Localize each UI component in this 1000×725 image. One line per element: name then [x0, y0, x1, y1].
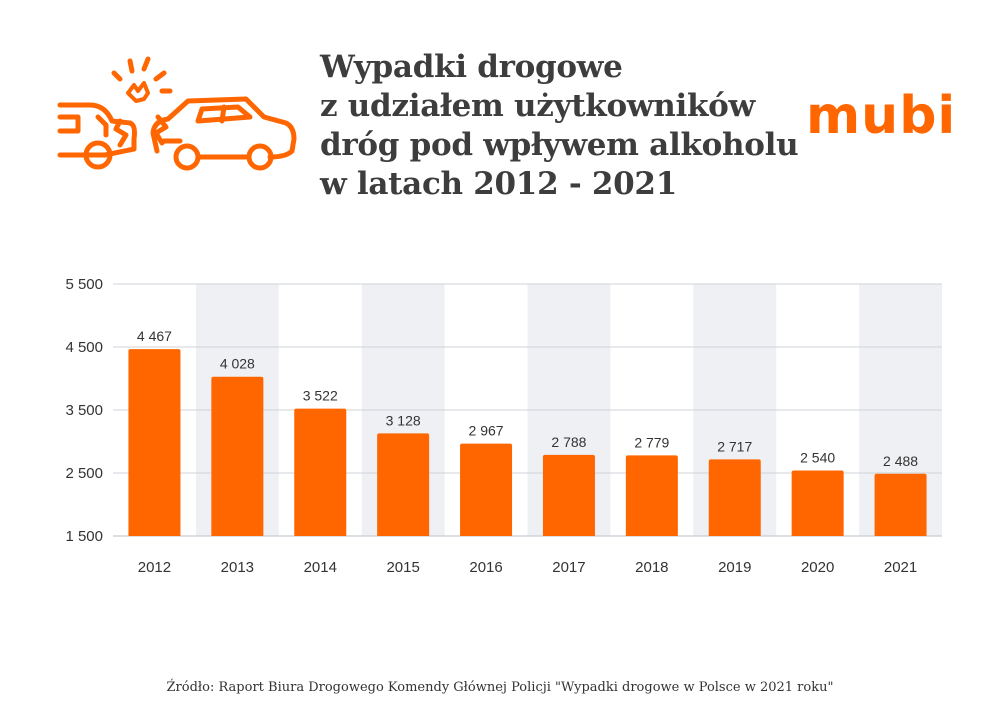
value-label: 2 488	[883, 453, 918, 469]
value-labels: 4 467 4 028 3 522 3 128 2 967 2 788 2 779 2 717…	[137, 328, 918, 469]
value-label: 4 028	[220, 356, 255, 372]
chart-bars	[128, 349, 927, 536]
value-label: 2 779	[634, 434, 669, 450]
y-tick-label: 4 500	[65, 339, 103, 356]
y-tick-label: 5 500	[65, 276, 103, 293]
x-tick-label: 2015	[386, 559, 419, 576]
x-tick-label: 2014	[304, 559, 337, 576]
title-line: dróg pod wpływem alkoholu	[320, 127, 799, 163]
value-label: 3 128	[386, 412, 421, 428]
bar	[542, 454, 595, 536]
value-label: 2 788	[551, 434, 586, 450]
bar	[128, 349, 181, 536]
value-label: 2 540	[800, 449, 835, 465]
x-tick-label: 2021	[884, 559, 917, 576]
bar	[211, 376, 264, 536]
y-tick-label: 2 500	[65, 465, 103, 482]
y-tick-label: 3 500	[65, 402, 103, 419]
value-label: 3 522	[303, 388, 338, 404]
bar	[625, 455, 678, 536]
x-tick-label: 2017	[552, 559, 585, 576]
title-line: z udziałem użytkowników	[320, 88, 755, 124]
y-tick-label: 1 500	[65, 528, 103, 545]
x-axis: 2012 2013 2014 2015 2016 2017 2018 2019 2020 2021	[138, 559, 917, 576]
x-tick-label: 2018	[635, 559, 668, 576]
bar	[708, 459, 761, 536]
bar	[294, 408, 347, 536]
title-line: Wypadki drogowe	[320, 49, 623, 85]
x-tick-label: 2013	[221, 559, 254, 576]
source-note: Źródło: Raport Biura Drogowego Komendy G…	[166, 680, 834, 695]
mubi-logo: mubi	[806, 86, 957, 146]
x-tick-label: 2016	[469, 559, 502, 576]
value-label: 4 467	[137, 328, 172, 344]
x-tick-label: 2012	[138, 559, 171, 576]
value-label: 2 967	[469, 423, 504, 439]
bar	[874, 473, 927, 536]
bar	[791, 470, 844, 536]
bar	[460, 443, 513, 536]
page-title: Wypadki drogowe z udziałem użytkowników …	[320, 48, 799, 204]
car-crash-icon	[57, 56, 297, 171]
y-axis: 1 500 2 500 3 500 4 500 5 500	[65, 276, 103, 545]
x-tick-label: 2020	[801, 559, 834, 576]
value-label: 2 717	[717, 438, 752, 454]
x-tick-label: 2019	[718, 559, 751, 576]
bar	[377, 433, 430, 536]
title-line: w latach 2012 - 2021	[320, 166, 677, 202]
